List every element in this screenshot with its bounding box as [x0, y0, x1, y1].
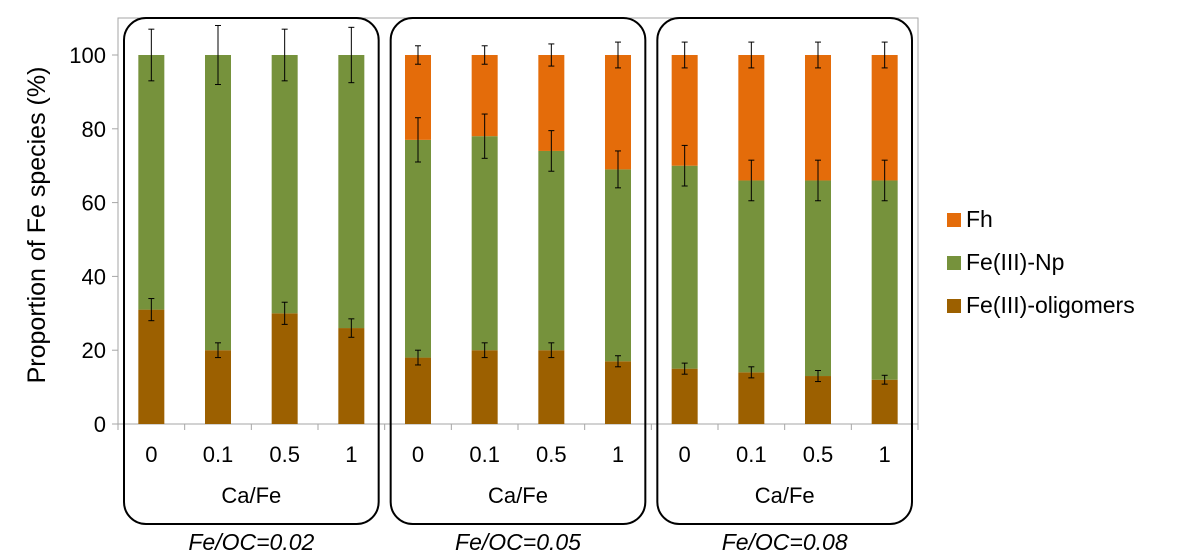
legend-label: Fh	[966, 206, 993, 232]
bars	[138, 55, 898, 424]
y-axis: 0 20 40 60 80 100	[69, 18, 119, 437]
x-tick-label: 0.5	[269, 442, 300, 467]
legend-label: Fe(III)-Np	[966, 249, 1064, 275]
legend: Fh Fe(III)-Np Fe(III)-oligomers	[947, 206, 1135, 318]
x-tick-label: 0	[679, 442, 691, 467]
x-tick-label: 1	[879, 442, 891, 467]
y-axis-label: Proportion of Fe species (%)	[23, 67, 51, 384]
group-boxes	[123, 17, 913, 525]
error-bars	[148, 24, 888, 385]
bar-fe-iii-oligomers	[805, 376, 831, 424]
legend-label: Fe(III)-oligomers	[966, 292, 1135, 318]
bar-fe-iii-oligomers	[738, 372, 765, 424]
bar-fe-iii-oligomers	[271, 313, 298, 424]
y-tick-label: 20	[82, 338, 106, 363]
bar-fh	[738, 55, 765, 181]
group-axis-label: Ca/Fe	[221, 483, 281, 508]
bar-fe-iii-oligomers	[205, 350, 231, 424]
bar-fe-iii-np	[471, 136, 498, 351]
bar-fe-iii-oligomers	[405, 357, 431, 424]
bar-fe-iii-np	[405, 139, 431, 358]
x-tick-label: 0.1	[203, 442, 234, 467]
y-tick-label: 0	[94, 412, 106, 437]
bar-fe-iii-oligomers	[138, 309, 165, 424]
group-label: Fe/OC=0.05	[455, 529, 581, 555]
bar-fe-iii-np	[671, 165, 698, 369]
x-tick-label: 1	[345, 442, 357, 467]
x-tick-label: 0.1	[736, 442, 767, 467]
x-tick-label: 0.5	[803, 442, 834, 467]
bar-fe-iii-oligomers	[538, 350, 565, 424]
group-axis-label: Ca/Fe	[755, 483, 815, 508]
bar-fe-iii-np	[871, 180, 898, 380]
x-tick-label: 0.5	[536, 442, 567, 467]
group-box	[123, 17, 380, 525]
bar-fh	[805, 55, 831, 181]
bar-fh	[605, 55, 631, 170]
bar-fe-iii-oligomers	[871, 379, 898, 424]
group-box	[656, 17, 913, 525]
x-tick-label: 1	[612, 442, 624, 467]
legend-swatch	[947, 256, 961, 270]
bar-fe-iii-np	[138, 55, 165, 310]
bar-fe-iii-oligomers	[471, 350, 498, 424]
bar-fe-iii-np	[338, 55, 365, 329]
bar-fe-iii-np	[271, 55, 298, 314]
bar-fe-iii-np	[605, 169, 631, 362]
legend-swatch	[947, 299, 961, 313]
bar-fe-iii-np	[805, 180, 831, 377]
group-label: Fe/OC=0.08	[722, 529, 848, 555]
y-tick-label: 80	[82, 117, 106, 142]
bar-fe-iii-oligomers	[605, 361, 631, 424]
x-axis: 0 0.1 0.5 1 0 0.1 0.5 1 0 0.1 0.5 1 Ca/Fe Fe/OC=0.02 C…	[117, 424, 919, 555]
group-axis-label: Ca/Fe	[488, 483, 548, 508]
group-label: Fe/OC=0.02	[188, 529, 314, 555]
plot-area-border	[117, 17, 919, 425]
y-tick-label: 40	[82, 264, 106, 289]
group-box	[389, 17, 647, 525]
bar-fe-iii-oligomers	[671, 368, 698, 424]
bar-fe-iii-np	[538, 150, 565, 351]
x-tick-label: 0	[145, 442, 157, 467]
bar-fe-iii-oligomers	[338, 328, 365, 424]
bar-fh	[871, 55, 898, 181]
bar-fe-iii-np	[205, 55, 231, 351]
x-tick-label: 0	[412, 442, 424, 467]
y-tick-label: 60	[82, 191, 106, 216]
bar-fe-iii-np	[738, 180, 765, 373]
y-tick-label: 100	[69, 43, 106, 68]
legend-swatch	[947, 213, 961, 227]
x-tick-label: 0.1	[469, 442, 500, 467]
